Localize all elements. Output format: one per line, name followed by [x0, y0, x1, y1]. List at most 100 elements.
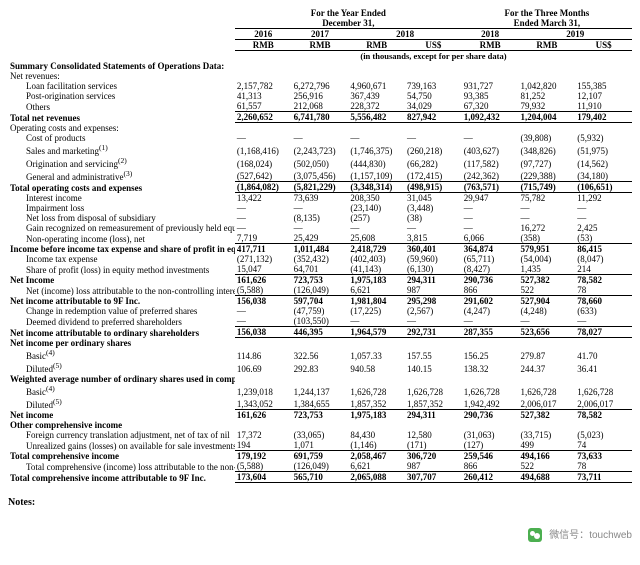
cell-net_rev-3 — [405, 71, 462, 81]
cell-diluted-1: 292.83 — [292, 361, 349, 374]
cell-orig_serv-1: (502,050) — [292, 156, 349, 169]
cell-inc_bef-4: 364,874 — [462, 244, 519, 255]
cell-disp-6: — — [575, 213, 632, 223]
cell-diluted-4: 138.32 — [462, 361, 519, 374]
row-cost_prod: Cost of products—————(39,808)(5,932) — [8, 133, 632, 143]
cell-net_inc2-4: 290,736 — [462, 410, 519, 421]
cell-non_op-1: 25,429 — [292, 233, 349, 244]
cell-basic-5: 279.87 — [519, 348, 576, 361]
label-net_income2: Net income — [8, 410, 235, 421]
cell-cost_prod-1: — — [292, 133, 349, 143]
cell-cost_prod-6: (5,932) — [575, 133, 632, 143]
cell-loan_fac-6: 155,385 — [575, 81, 632, 91]
cell-net_rev-2 — [348, 71, 405, 81]
cell-sales_mkt-5: (348,826) — [519, 143, 576, 156]
label-gen_admin: General and administrative(3) — [8, 169, 235, 182]
cell-fx-3: 12,580 — [405, 430, 462, 440]
cell-net_rev-1 — [292, 71, 349, 81]
cell-nci-6: 78 — [575, 285, 632, 296]
row-gen_admin: General and administrative(3)(527,642)(3… — [8, 169, 632, 182]
row-fx_adj: Foreign currency translation adjustment,… — [8, 430, 632, 440]
cell-w_basic-3: 1,626,728 — [405, 384, 462, 397]
cell-chg_red-6: (633) — [575, 306, 632, 316]
cell-tot_comp-0: 179,192 — [235, 451, 292, 462]
label-deemed_div: Deemed dividend to preferred shareholder… — [8, 316, 235, 327]
cell-post_orig-0: 41,313 — [235, 91, 292, 101]
cur-uss-1: US$ — [405, 40, 462, 51]
cell-gain_rem-3: — — [405, 223, 462, 233]
label-sales_mkt: Sales and marketing(1) — [8, 143, 235, 156]
cell-deemed-1: (103,550) — [292, 316, 349, 327]
cell-loan_fac-0: 2,157,782 — [235, 81, 292, 91]
cell-sales_mkt-2: (1,746,375) — [348, 143, 405, 156]
cell-share_pl-0: 15,047 — [235, 264, 292, 275]
cell-tot_comp-5: 494,166 — [519, 451, 576, 462]
cell-ni_9f-2: 1,981,804 — [348, 296, 405, 307]
cell-tc_9f-1: 565,710 — [292, 472, 349, 483]
row-int_inc: Interest income13,42273,639208,35031,045… — [8, 193, 632, 204]
cell-op_costs-6 — [575, 123, 632, 133]
cell-impair-6: — — [575, 203, 632, 213]
notes-heading: Notes: — [8, 497, 632, 508]
cell-int_inc-0: 13,422 — [235, 193, 292, 204]
cell-other_comp-1 — [292, 420, 349, 430]
cell-tc_nci-3: 987 — [405, 461, 462, 472]
row-total_comp_nci: Total comprehensive (income) loss attrib… — [8, 461, 632, 472]
cell-ni_9f-4: 291,602 — [462, 296, 519, 307]
label-int_inc: Interest income — [8, 193, 235, 204]
cell-gen_admin-4: (242,362) — [462, 169, 519, 182]
wechat-handle: touchweb — [589, 530, 632, 541]
cell-w_diluted-3: 1,857,352 — [405, 397, 462, 410]
cell-int_inc-3: 31,045 — [405, 193, 462, 204]
label-non_op: Non-operating income (loss), net — [8, 233, 235, 244]
label-others: Others — [8, 101, 235, 112]
cell-op_costs-2 — [348, 123, 405, 133]
cell-impair-1: — — [292, 203, 349, 213]
cell-net_inc_per-5 — [519, 338, 576, 348]
row-deemed_div: Deemed dividend to preferred shareholder… — [8, 316, 632, 327]
cell-wavg-2 — [348, 374, 405, 384]
cell-gain_rem-1: — — [292, 223, 349, 233]
cell-disp-3: (38) — [405, 213, 462, 223]
hdr-2018b: 2018 — [462, 29, 519, 40]
cell-gen_admin-2: (1,157,109) — [348, 169, 405, 182]
row-other_comp: Other comprehensive income — [8, 420, 632, 430]
cell-gain_rem-5: 16,272 — [519, 223, 576, 233]
hdr-2017: 2017 — [292, 29, 349, 40]
cell-op_costs-0 — [235, 123, 292, 133]
row-total_net_rev: Total net revenues2,260,6526,741,7805,55… — [8, 112, 632, 123]
row-net_inc_9f: Net income attributable to 9F Inc.156,03… — [8, 296, 632, 307]
cell-post_orig-3: 54,750 — [405, 91, 462, 101]
cell-share_pl-3: (6,130) — [405, 264, 462, 275]
cell-post_orig-4: 93,385 — [462, 91, 519, 101]
cell-gen_admin-3: (172,415) — [405, 169, 462, 182]
cell-cost_prod-5: (39,808) — [519, 133, 576, 143]
cell-wavg-6 — [575, 374, 632, 384]
cell-fx-2: 84,430 — [348, 430, 405, 440]
cell-non_op-3: 3,815 — [405, 233, 462, 244]
row-total_comp_9f: Total comprehensive income attributable … — [8, 472, 632, 483]
cell-ni_9f-3: 295,298 — [405, 296, 462, 307]
hdr-q-span: For the Three Months — [462, 8, 632, 18]
cell-fx-1: (33,065) — [292, 430, 349, 440]
cell-unreal-3: (171) — [405, 440, 462, 451]
hdr-2018a: 2018 — [348, 29, 461, 40]
cell-summary-3 — [405, 61, 462, 71]
cell-ni_ord-1: 446,395 — [292, 327, 349, 338]
sup-s5: (5) — [53, 361, 62, 370]
cell-tc_nci-6: 78 — [575, 461, 632, 472]
label-summary: Summary Consolidated Statements of Opera… — [8, 61, 235, 71]
cell-tot_comp-4: 259,546 — [462, 451, 519, 462]
row-inc_tax_exp: Income tax expense(271,132)(352,432)(402… — [8, 254, 632, 264]
cell-gen_admin-5: (229,388) — [519, 169, 576, 182]
cell-non_op-0: 7,719 — [235, 233, 292, 244]
row-non_op: Non-operating income (loss), net7,71925,… — [8, 233, 632, 244]
cell-disp-4: — — [462, 213, 519, 223]
cell-orig_serv-3: (66,282) — [405, 156, 462, 169]
cell-w_basic-2: 1,626,728 — [348, 384, 405, 397]
cell-gain_rem-2: — — [348, 223, 405, 233]
cell-inc_tax-6: (8,047) — [575, 254, 632, 264]
cell-share_pl-6: 214 — [575, 264, 632, 275]
cell-wavg-0 — [235, 374, 292, 384]
cell-non_op-4: 6,066 — [462, 233, 519, 244]
